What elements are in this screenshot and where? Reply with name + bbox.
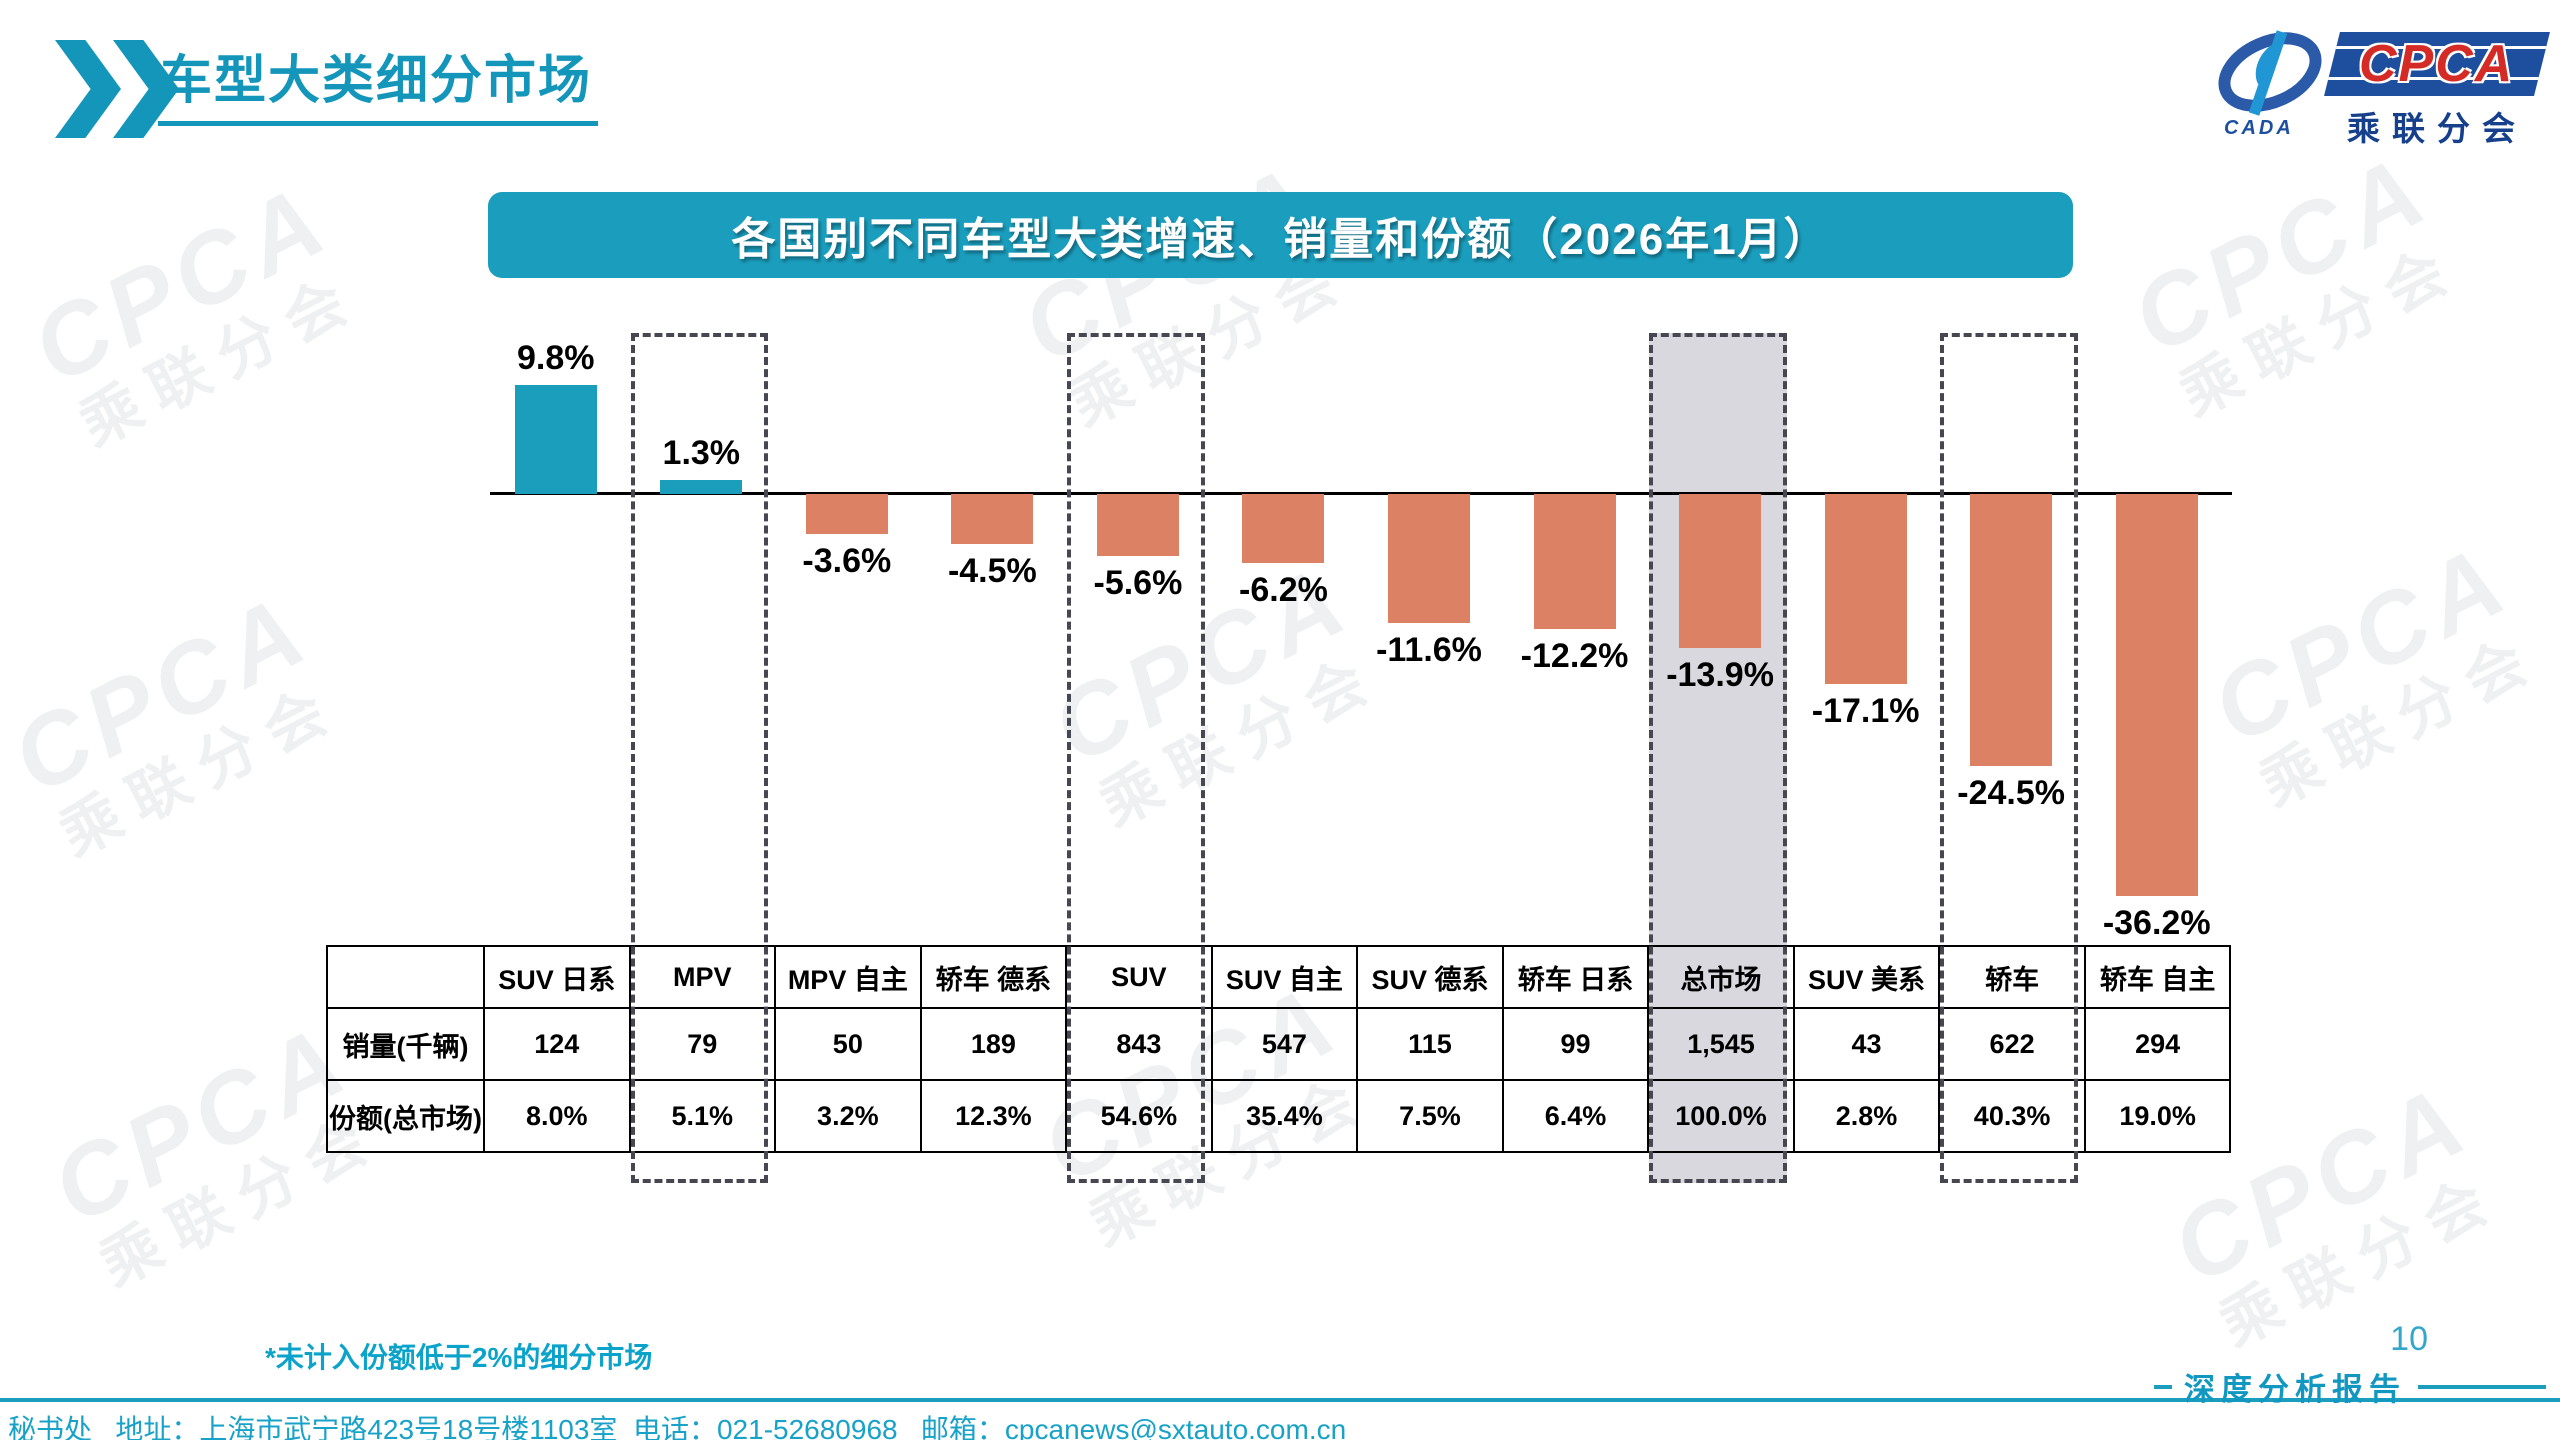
rule-line [2418, 1384, 2546, 1389]
cell-SUV 日系-销量(千辆): 124 [483, 1007, 631, 1081]
report-label: 深度分析报告 [2184, 1372, 2406, 1407]
column-header-MPV: MPV [628, 945, 777, 1009]
cell-SUV-份额(总市场): 54.6% [1065, 1079, 1213, 1153]
bar-label-SUV 德系: -11.6% [1376, 631, 1482, 669]
data-table: SUV 日系 MPV MPV 自主 轿车 德系 SUV SUV 自主 SUV 德系 轿车 日系… [326, 945, 2232, 1153]
column-header-MPV 自主: MPV 自主 [774, 945, 922, 1009]
bar-label-SUV: -5.6% [1093, 564, 1183, 602]
column-header-SUV 美系: SUV 美系 [1792, 945, 1941, 1009]
footer-contact: 秘书处 地址：上海市武宁路423号18号楼1103室 电话：021-526809… [8, 1414, 1347, 1440]
column-header-轿车 日系: 轿车 日系 [1501, 945, 1650, 1009]
chart-title: 各国别不同车型大类增速、销量和份额（2026年1月） [731, 215, 1830, 264]
cell-SUV 日系-份额(总市场): 8.0% [483, 1079, 631, 1153]
bar-轿车 自主 [2115, 494, 2198, 896]
bar-SUV 德系 [1388, 494, 1470, 623]
table-row: 销量(千辆) 124 79 50 189 843 547 115 99 1,545 43 622 294 [326, 1007, 2232, 1081]
bar-总市场 [1679, 494, 1762, 648]
row-label-份额(总市场): 份额(总市场) [326, 1079, 485, 1153]
page-number: 10 [2390, 1320, 2428, 1358]
bar-MPV [660, 480, 743, 494]
bar-SUV 日系 [514, 385, 597, 494]
rule-line [2154, 1384, 2172, 1389]
cada-text: CADA [2224, 117, 2294, 139]
cell-SUV 德系-销量(千辆): 115 [1356, 1007, 1504, 1081]
cell-总市场-份额(总市场): 100.0% [1647, 1079, 1795, 1153]
cell-MPV-销量(千辆): 79 [628, 1007, 777, 1081]
double-chevron-icon [55, 40, 185, 138]
bar-SUV 自主 [1242, 494, 1325, 563]
column-header-总市场: 总市场 [1647, 945, 1795, 1009]
footnote-1: *未计入份额低于2%的细分市场 [265, 1342, 653, 1373]
chart-title-banner: 各国别不同车型大类增速、销量和份额（2026年1月） [488, 192, 2073, 278]
cpca-logo: CADA CPCA 乘联分会 [2216, 22, 2550, 150]
bar-label-MPV: 1.3% [662, 434, 741, 472]
cell-SUV 美系-份额(总市场): 2.8% [1792, 1079, 1941, 1153]
column-header-SUV: SUV [1065, 945, 1213, 1009]
cell-轿车 日系-销量(千辆): 99 [1501, 1007, 1650, 1081]
column-header-轿车 自主: 轿车 自主 [2083, 945, 2232, 1009]
bar-轿车 [1970, 494, 2053, 766]
cell-SUV 德系-份额(总市场): 7.5% [1356, 1079, 1504, 1153]
report-tag: 深度分析报告 [2154, 1364, 2546, 1409]
highlight-box-总市场 [1649, 333, 1787, 1183]
cell-MPV 自主-销量(千辆): 50 [774, 1007, 922, 1081]
highlight-box-MPV [630, 333, 769, 1183]
highlight-box-SUV [1067, 333, 1205, 1183]
column-header-SUV 日系: SUV 日系 [483, 945, 631, 1009]
cell-MPV 自主-份额(总市场): 3.2% [774, 1079, 922, 1153]
column-header-SUV 德系: SUV 德系 [1356, 945, 1504, 1009]
cell-轿车-份额(总市场): 40.3% [1938, 1079, 2086, 1153]
cell-SUV-销量(千辆): 843 [1065, 1007, 1213, 1081]
cell-SUV 自主-销量(千辆): 547 [1210, 1007, 1359, 1081]
highlight-box-轿车 [1940, 333, 2078, 1183]
bar-label-轿车 德系: -4.5% [947, 552, 1037, 590]
column-header-轿车 德系: 轿车 德系 [919, 945, 1068, 1009]
cell-轿车-销量(千辆): 622 [1938, 1007, 2086, 1081]
bar-label-SUV 美系: -17.1% [1811, 692, 1920, 730]
cpca-subtitle: 乘联分会 [2347, 110, 2527, 147]
bar-label-SUV 自主: -6.2% [1239, 571, 1328, 609]
bar-轿车 日系 [1533, 494, 1616, 629]
cpca-text: CPCA [2359, 35, 2515, 93]
cell-SUV 自主-份额(总市场): 35.4% [1210, 1079, 1359, 1153]
table-row: 份额(总市场) 8.0% 5.1% 3.2% 12.3% 54.6% 35.4% 7.5% 6.… [326, 1079, 2232, 1153]
table-header-row: SUV 日系 MPV MPV 自主 轿车 德系 SUV SUV 自主 SUV 德系 轿车 日系… [326, 945, 2232, 1009]
chevron-icon [55, 40, 121, 138]
bar-label-SUV 日系: 9.8% [517, 339, 595, 377]
column-header-轿车: 轿车 [1938, 945, 2086, 1009]
cell-SUV 美系-销量(千辆): 43 [1792, 1007, 1941, 1081]
x-axis-zero-line [490, 492, 2232, 495]
bar-SUV [1096, 494, 1179, 556]
cell-轿车 德系-销量(千辆): 189 [919, 1007, 1068, 1081]
cell-轿车 德系-份额(总市场): 12.3% [919, 1079, 1068, 1153]
bar-轿车 德系 [951, 494, 1034, 544]
bar-label-轿车: -24.5% [1957, 774, 2066, 812]
cell-轿车 自主-销量(千辆): 294 [2083, 1007, 2232, 1081]
footer-divider [0, 1398, 2560, 1402]
bar-MPV 自主 [805, 494, 888, 534]
bar-label-轿车 日系: -12.2% [1520, 637, 1629, 675]
page-title: 车型大类细分市场 [158, 38, 599, 126]
bar-label-总市场: -13.9% [1666, 656, 1774, 694]
cell-轿车 自主-份额(总市场): 19.0% [2083, 1079, 2232, 1153]
bar-label-MPV 自主: -3.6% [802, 542, 892, 580]
cell-总市场-销量(千辆): 1,545 [1647, 1007, 1795, 1081]
column-header-SUV 自主: SUV 自主 [1210, 945, 1359, 1009]
cell-轿车 日系-份额(总市场): 6.4% [1501, 1079, 1650, 1153]
cada-swoosh-icon: CADA [2216, 22, 2324, 140]
cpca-band: CPCA [2324, 32, 2550, 96]
table-corner-cell [326, 945, 485, 1009]
cell-MPV-份额(总市场): 5.1% [628, 1079, 777, 1153]
row-label-销量(千辆): 销量(千辆) [326, 1007, 485, 1081]
footnotes: *未计入份额低于2%的细分市场 *数据来源：中国汽车流通协会乘用车市场信息联席分… [265, 1253, 1349, 1440]
bar-label-轿车 自主: -36.2% [2102, 904, 2211, 942]
bar-SUV 美系 [1824, 494, 1907, 684]
